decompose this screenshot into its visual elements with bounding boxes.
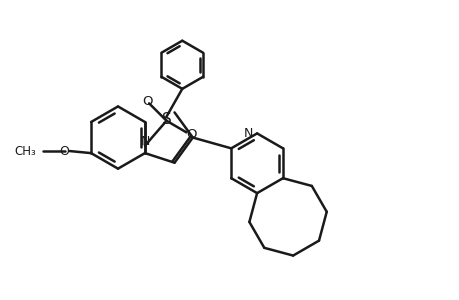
Text: N: N	[140, 135, 149, 148]
Text: S: S	[162, 112, 172, 128]
Text: O: O	[186, 128, 196, 141]
Text: N: N	[243, 127, 252, 140]
Text: CH₃: CH₃	[15, 145, 36, 158]
Text: O: O	[59, 145, 68, 158]
Text: O: O	[141, 95, 152, 108]
